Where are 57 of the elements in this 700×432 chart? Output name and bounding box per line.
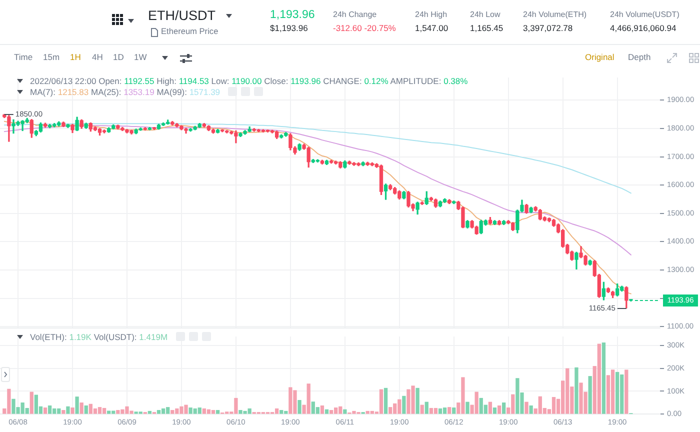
bar bbox=[442, 408, 447, 414]
bar bbox=[624, 370, 628, 414]
bar bbox=[497, 405, 502, 414]
bar bbox=[93, 408, 98, 414]
bar bbox=[75, 396, 79, 414]
bar bbox=[416, 388, 420, 414]
bar bbox=[588, 376, 592, 414]
bar bbox=[610, 370, 615, 414]
bar bbox=[615, 372, 620, 414]
bar bbox=[156, 410, 161, 414]
bar bbox=[320, 405, 324, 414]
bar bbox=[492, 408, 497, 414]
bar bbox=[198, 408, 202, 414]
bar bbox=[466, 402, 470, 414]
bar bbox=[388, 407, 392, 414]
bar bbox=[70, 408, 74, 414]
bar bbox=[402, 396, 406, 414]
bar bbox=[424, 402, 428, 414]
bar bbox=[62, 410, 66, 414]
bar bbox=[80, 402, 84, 414]
bar bbox=[161, 408, 166, 414]
bar bbox=[211, 410, 216, 414]
bar bbox=[98, 407, 102, 414]
bar bbox=[429, 408, 434, 414]
bar bbox=[274, 408, 279, 414]
bar bbox=[43, 408, 48, 414]
bar bbox=[324, 409, 329, 414]
bar bbox=[102, 408, 106, 414]
bar bbox=[448, 407, 452, 414]
bar bbox=[106, 410, 111, 414]
bar bbox=[329, 410, 334, 414]
bar bbox=[298, 400, 302, 414]
bar bbox=[529, 405, 533, 414]
bar bbox=[384, 388, 388, 414]
bar bbox=[420, 404, 424, 414]
bar bbox=[34, 394, 38, 414]
bar bbox=[434, 408, 438, 414]
bar bbox=[452, 408, 456, 414]
bar bbox=[30, 392, 34, 414]
bar bbox=[552, 397, 556, 414]
bar bbox=[602, 342, 606, 414]
bar bbox=[66, 406, 70, 414]
bar bbox=[438, 408, 442, 414]
bar bbox=[280, 410, 284, 414]
bar bbox=[597, 344, 601, 414]
bar bbox=[48, 405, 52, 414]
bar bbox=[148, 410, 152, 414]
bar bbox=[524, 402, 528, 414]
bar bbox=[84, 405, 88, 414]
bar bbox=[502, 402, 506, 414]
bar bbox=[379, 389, 384, 414]
annotation: Vol(ETH): 1.19K Vol(USDT): 1.419M bbox=[30, 332, 168, 342]
bar bbox=[488, 402, 492, 414]
bar bbox=[343, 409, 347, 414]
bar bbox=[574, 367, 578, 414]
bar bbox=[216, 410, 220, 414]
bar bbox=[206, 409, 211, 414]
